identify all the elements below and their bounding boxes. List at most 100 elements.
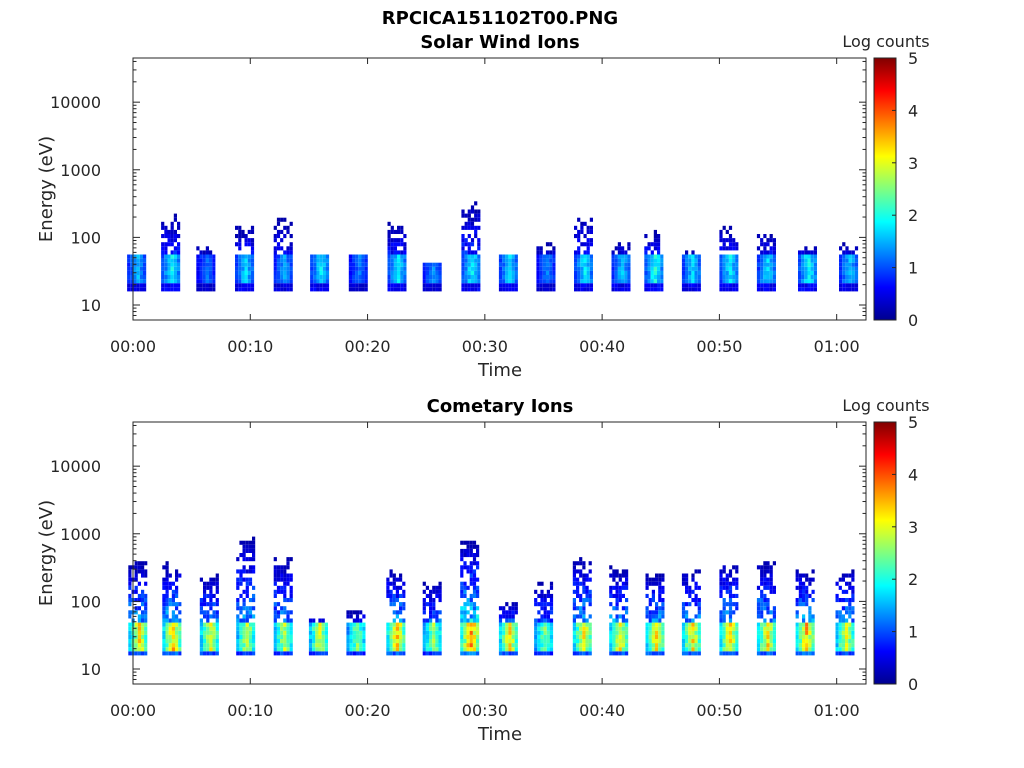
heatmap-cell <box>325 279 330 284</box>
heatmap-cell <box>685 651 689 656</box>
heatmap-cell <box>141 589 145 594</box>
heatmap-cell <box>203 585 207 590</box>
heatmap-cell <box>461 234 465 239</box>
heatmap-cell <box>273 643 277 648</box>
heatmap-cell <box>280 569 284 574</box>
heatmap-cell <box>543 598 547 603</box>
heatmap-cell <box>141 618 145 623</box>
heatmap-cell <box>399 647 403 652</box>
heatmap-cell <box>588 647 592 652</box>
heatmap-cell <box>627 246 631 251</box>
heatmap-cell <box>162 598 166 603</box>
heatmap-cell <box>242 647 246 652</box>
heatmap-cell <box>349 610 353 615</box>
heatmap-cell <box>576 651 580 656</box>
heatmap-cell <box>202 262 206 267</box>
heatmap-cell <box>798 283 802 288</box>
heatmap-cell <box>691 258 695 263</box>
heatmap-cell <box>235 254 239 259</box>
heatmap-cell <box>502 651 506 656</box>
heatmap-cell <box>399 610 403 615</box>
heatmap-cell <box>657 246 661 251</box>
heatmap-cell <box>508 254 512 259</box>
heatmap-cell <box>769 569 773 574</box>
heatmap-cell <box>658 639 662 644</box>
heatmap-cell <box>728 618 733 623</box>
heatmap-cell <box>537 610 541 615</box>
heatmap-cell <box>627 287 631 292</box>
heatmap-cell <box>807 266 811 271</box>
heatmap-cell <box>209 647 213 652</box>
heatmap-cell <box>719 634 723 639</box>
heatmap-cell <box>650 283 654 288</box>
heatmap-cell <box>586 242 590 247</box>
heatmap-cell <box>162 593 166 598</box>
heatmap-cell <box>688 262 692 267</box>
heatmap-cell <box>766 643 770 648</box>
heatmap-cell <box>801 258 805 263</box>
heatmap-cell <box>839 254 843 259</box>
heatmap-cell <box>691 639 695 644</box>
heatmap-cell <box>615 573 619 578</box>
heatmap-cell <box>244 283 248 288</box>
heatmap-cell <box>476 639 480 644</box>
heatmap-cell <box>835 626 839 631</box>
heatmap-cell <box>719 581 723 586</box>
panel-cometary: Cometary Ions 00:00 00:10 00:20 00:30 00:40 0… <box>36 396 930 745</box>
heatmap-cell <box>464 262 468 267</box>
heatmap-cell <box>196 283 200 288</box>
heatmap-cell <box>645 606 649 611</box>
heatmap-cell <box>467 250 471 255</box>
heatmap-cell <box>324 647 328 652</box>
heatmap-cell <box>276 242 281 247</box>
heatmap-cell <box>167 283 171 288</box>
heatmap-cell <box>650 258 654 263</box>
heatmap-cell <box>798 254 802 259</box>
heatmap-cell <box>432 610 436 615</box>
heatmap-cell <box>772 262 776 267</box>
heatmap-cell <box>349 626 353 631</box>
heatmap-cell <box>851 275 855 280</box>
heatmap-cell <box>735 651 739 656</box>
heatmap-cell <box>399 585 403 590</box>
heatmap-cell <box>273 626 277 631</box>
heatmap-cell <box>238 279 242 284</box>
heatmap-cell <box>572 577 576 582</box>
heatmap-cell <box>579 573 583 578</box>
heatmap-cell <box>760 614 764 619</box>
heatmap-cell <box>845 254 849 259</box>
heatmap-cell <box>572 634 576 639</box>
heatmap-cell <box>552 246 556 251</box>
heatmap-cell <box>534 639 538 644</box>
heatmap-cell <box>472 622 477 627</box>
heatmap-cell <box>289 262 293 267</box>
heatmap-cell <box>199 643 203 648</box>
heatmap-cell <box>276 634 281 639</box>
heatmap-cell <box>162 577 166 582</box>
heatmap-cell <box>477 287 481 292</box>
heatmap-cell <box>134 598 138 603</box>
heatmap-cell <box>461 250 465 255</box>
heatmap-cell <box>732 651 736 656</box>
heatmap-cell <box>238 275 242 280</box>
heatmap-cell <box>215 614 219 619</box>
heatmap-cell <box>648 634 652 639</box>
heatmap-cell <box>685 589 689 594</box>
heatmap-cell <box>461 213 465 218</box>
heatmap-cell <box>645 573 649 578</box>
colorbar-tick-label: 1 <box>908 623 918 642</box>
heatmap-cell <box>801 266 805 271</box>
heatmap-cell <box>170 250 174 255</box>
heatmap-cell <box>611 250 615 255</box>
heatmap-cell <box>310 266 314 271</box>
heatmap-cell <box>650 242 654 247</box>
x-tick-label: 00:20 <box>345 337 391 356</box>
heatmap-cell <box>390 225 394 230</box>
heatmap-cell <box>403 250 407 255</box>
heatmap-cell <box>579 643 583 648</box>
heatmap-cell <box>691 283 695 288</box>
heatmap-cell <box>425 630 429 635</box>
heatmap-cell <box>137 618 141 623</box>
heatmap-cell <box>127 270 131 275</box>
heatmap-cell <box>242 651 246 656</box>
